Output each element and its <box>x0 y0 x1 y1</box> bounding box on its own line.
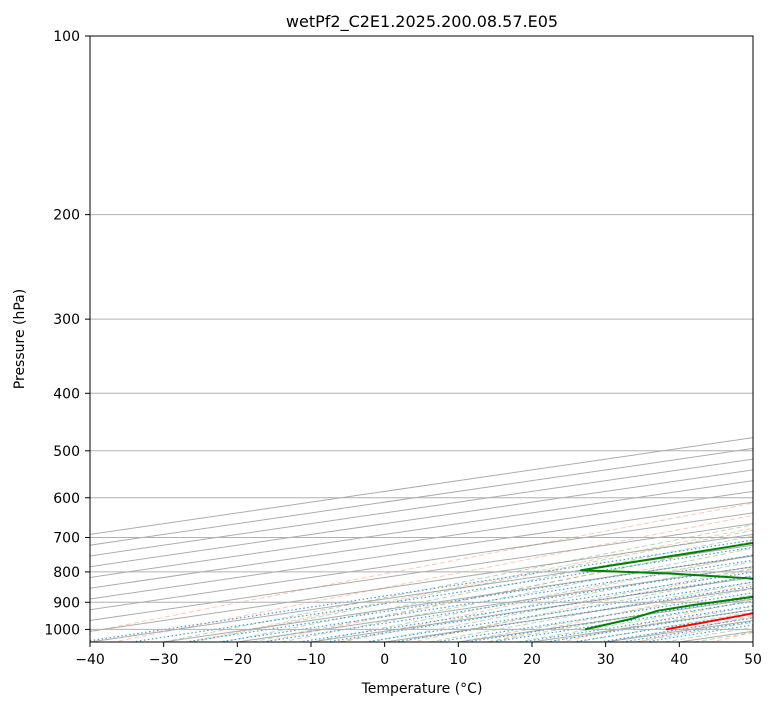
isotherm <box>90 523 753 621</box>
x-tick-label: −30 <box>149 652 179 668</box>
plot-frame <box>89 35 754 643</box>
x-axis-title: Temperature (°C) <box>361 681 483 697</box>
y-tick-label: 600 <box>53 491 80 507</box>
x-tick-label: 40 <box>670 652 688 668</box>
y-tick-label: 400 <box>53 386 80 402</box>
dry-adiabats <box>90 502 753 642</box>
moist-adiabat <box>369 567 753 642</box>
y-tick-label: 500 <box>53 444 80 460</box>
moist-adiabat <box>281 547 753 642</box>
y-axis-title: Pressure (hPa) <box>12 289 28 389</box>
y-tick-label: 200 <box>53 208 80 224</box>
x-tick-label: 20 <box>523 652 541 668</box>
x-tick-label: 50 <box>744 652 762 668</box>
y-axis: 100 200 300 400 500 600 700 800 900 1000 <box>44 29 90 638</box>
mixing-ratio-line <box>522 605 753 642</box>
isotherm <box>90 469 753 568</box>
isotherm <box>90 533 753 632</box>
dry-adiabat <box>90 502 753 633</box>
plot-area: 0.10.20.40.611.52346810131620253036-100-… <box>90 36 753 642</box>
x-axis: −40 −30 −20 −10 0 10 20 30 40 50 <box>75 642 762 668</box>
moist-adiabat <box>399 574 753 642</box>
isotherm <box>90 501 753 600</box>
chart-title: wetPf2_C2E1.2025.200.08.57.E05 <box>286 12 558 32</box>
y-tick-label: 100 <box>53 29 80 45</box>
y-tick-label: 300 <box>53 312 80 328</box>
x-tick-label: 0 <box>380 652 389 668</box>
moist-adiabat <box>428 581 753 642</box>
isotherm <box>90 447 753 546</box>
x-tick-label: −10 <box>296 652 326 668</box>
x-tick-label: −40 <box>75 652 105 668</box>
isotherm <box>90 490 753 589</box>
dry-adiabat <box>114 514 753 642</box>
pressure-gridlines <box>90 36 753 630</box>
mixing-ratio-line <box>492 600 753 642</box>
mixing-ratio-line <box>131 546 753 642</box>
x-tick-label: 10 <box>449 652 467 668</box>
isotherm <box>90 512 753 611</box>
mixing-ratio-line <box>436 592 753 642</box>
y-tick-label: 900 <box>53 595 80 611</box>
mixing-ratio-line <box>218 559 753 642</box>
y-tick-label: 700 <box>53 531 80 547</box>
isotherms <box>90 437 753 642</box>
x-tick-label: 30 <box>597 652 615 668</box>
mixing-ratio-line <box>90 539 753 642</box>
x-tick-label: −20 <box>223 652 253 668</box>
y-tick-label: 800 <box>53 565 80 581</box>
y-tick-label: 1000 <box>44 622 80 638</box>
isotherm <box>90 480 753 578</box>
isotherm <box>90 458 753 557</box>
